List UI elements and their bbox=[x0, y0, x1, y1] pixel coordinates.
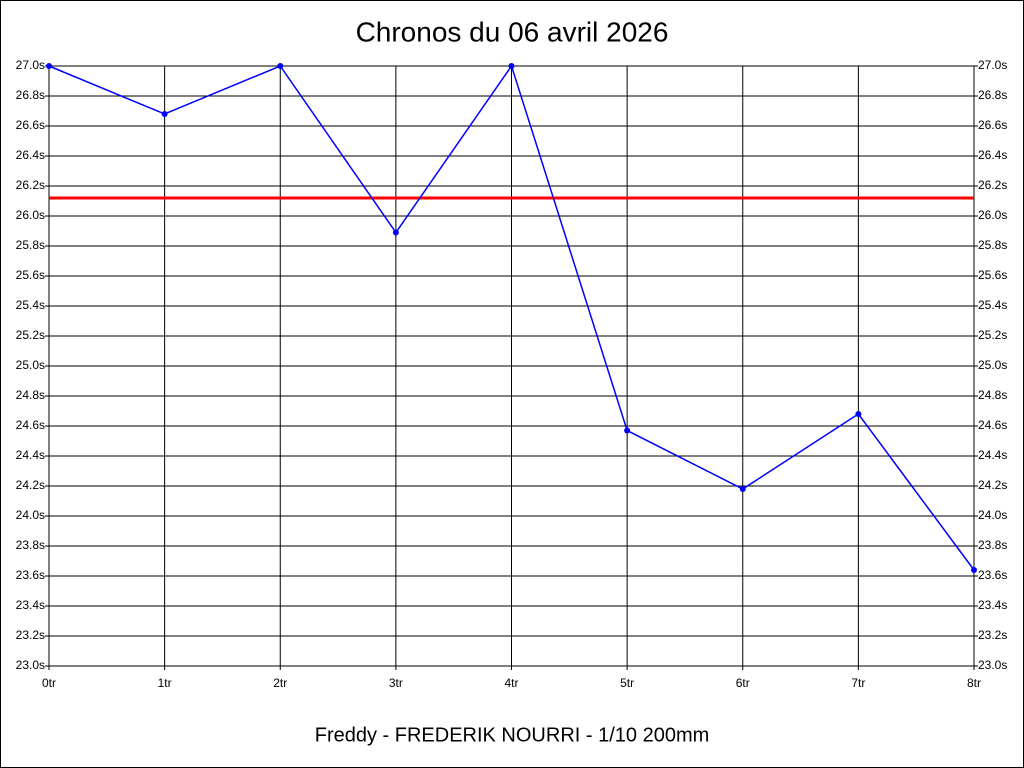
y-tick-label: 25.6s bbox=[16, 268, 45, 282]
x-tick-label: 6tr bbox=[736, 676, 750, 690]
x-tick-label: 5tr bbox=[620, 676, 634, 690]
x-tick-label: 4tr bbox=[504, 676, 518, 690]
y2-tick-label: 26.2s bbox=[978, 178, 1007, 192]
x-tick-label: 3tr bbox=[389, 676, 403, 690]
y-tick-label: 23.6s bbox=[16, 568, 45, 582]
y2-tick-label: 27.0s bbox=[978, 58, 1007, 72]
y2-tick-label: 23.6s bbox=[978, 568, 1007, 582]
y-tick-label: 23.8s bbox=[16, 538, 45, 552]
y2-tick-label: 26.6s bbox=[978, 118, 1007, 132]
y2-tick-label: 23.8s bbox=[978, 538, 1007, 552]
chart-subtitle: Freddy - FREDERIK NOURRI - 1/10 200mm bbox=[315, 724, 710, 746]
x-tick-label: 8tr bbox=[967, 676, 981, 690]
data-point bbox=[971, 567, 977, 573]
y2-tick-label: 24.4s bbox=[978, 448, 1007, 462]
y-tick-label: 24.8s bbox=[16, 388, 45, 402]
data-point bbox=[46, 63, 52, 69]
y2-tick-label: 25.8s bbox=[978, 238, 1007, 252]
y2-tick-label: 24.0s bbox=[978, 508, 1007, 522]
y-tick-label: 26.0s bbox=[16, 208, 45, 222]
x-tick-label: 2tr bbox=[273, 676, 287, 690]
data-point bbox=[508, 63, 515, 69]
y-tick-label: 24.6s bbox=[16, 418, 45, 432]
y2-tick-label: 23.0s bbox=[978, 658, 1007, 672]
y-tick-label: 25.4s bbox=[16, 298, 45, 312]
y-tick-label: 25.2s bbox=[16, 328, 45, 342]
y2-tick-label: 24.2s bbox=[978, 478, 1007, 492]
y2-tick-label: 25.2s bbox=[978, 328, 1007, 342]
y-tick-label: 23.4s bbox=[16, 598, 45, 612]
y2-tick-label: 23.2s bbox=[978, 628, 1007, 642]
y2-tick-label: 23.4s bbox=[978, 598, 1007, 612]
y-tick-label: 26.4s bbox=[16, 148, 45, 162]
y2-tick-label: 24.6s bbox=[978, 418, 1007, 432]
data-point bbox=[161, 111, 168, 117]
y-tick-label: 25.8s bbox=[16, 238, 45, 252]
y2-tick-label: 25.4s bbox=[978, 298, 1007, 312]
data-point bbox=[392, 229, 399, 236]
data-point bbox=[624, 427, 631, 434]
x-tick-label: 0tr bbox=[42, 676, 56, 690]
y-tick-label: 24.2s bbox=[16, 478, 45, 492]
y-tick-label: 26.6s bbox=[16, 118, 45, 132]
x-tick-label: 1tr bbox=[158, 676, 172, 690]
y2-tick-label: 26.8s bbox=[978, 88, 1007, 102]
y-tick-label: 26.8s bbox=[16, 88, 45, 102]
y2-tick-label: 25.0s bbox=[978, 358, 1007, 372]
data-point bbox=[277, 63, 284, 69]
y-tick-label: 27.0s bbox=[16, 58, 45, 72]
y-tick-label: 23.2s bbox=[16, 628, 45, 642]
y-tick-label: 26.2s bbox=[16, 178, 45, 192]
y-tick-label: 24.0s bbox=[16, 508, 45, 522]
y2-tick-label: 24.8s bbox=[978, 388, 1007, 402]
chart-title: Chronos du 06 avril 2026 bbox=[356, 16, 669, 47]
y-tick-label: 24.4s bbox=[16, 448, 45, 462]
y-tick-label: 25.0s bbox=[16, 358, 45, 372]
data-point bbox=[739, 486, 746, 492]
y2-tick-label: 25.6s bbox=[978, 268, 1007, 282]
y2-tick-label: 26.4s bbox=[978, 148, 1007, 162]
data-point bbox=[855, 411, 862, 417]
x-tick-label: 7tr bbox=[851, 676, 865, 690]
y2-tick-label: 26.0s bbox=[978, 208, 1007, 222]
y-tick-label: 23.0s bbox=[16, 658, 45, 672]
